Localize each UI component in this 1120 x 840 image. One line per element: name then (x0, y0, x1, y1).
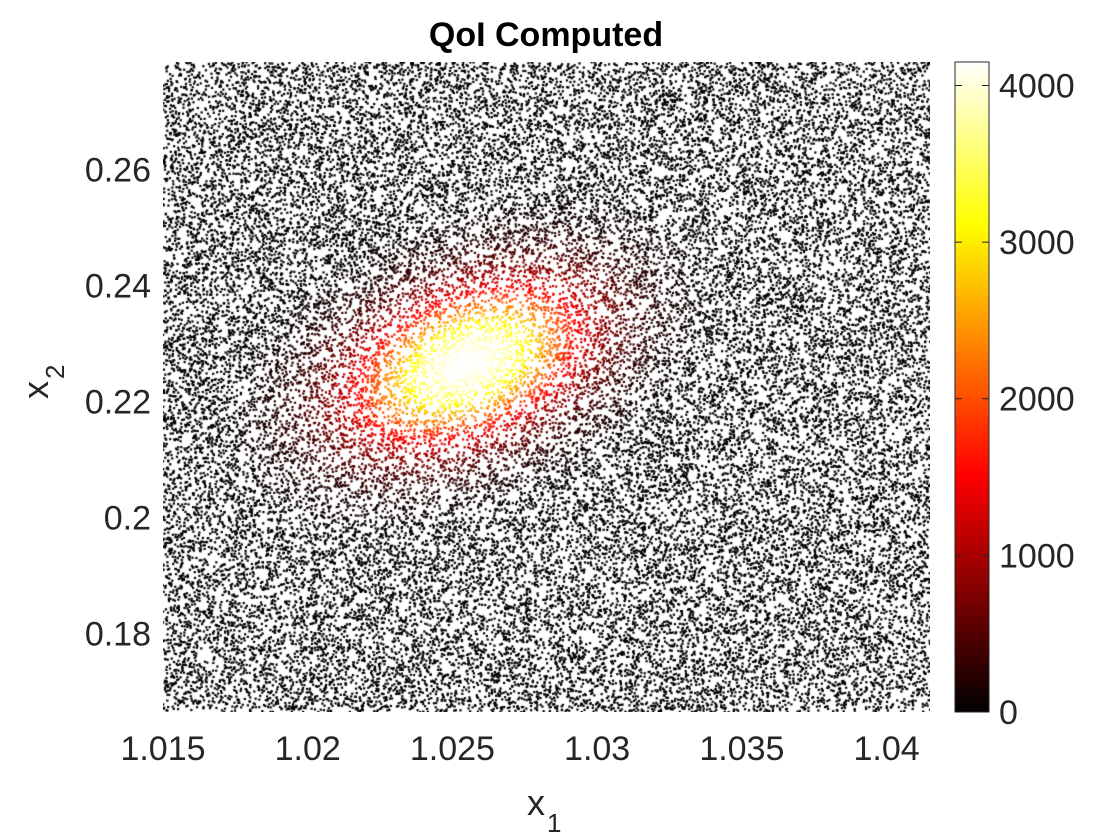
colorbar: 0 1000 2000 3000 4000 (954, 61, 1075, 732)
y-tick-label: 0.26 (85, 151, 151, 189)
x-tick-label: 1.04 (853, 730, 919, 768)
x-tick-label: 1.03 (564, 730, 630, 768)
chart-title: QoI Computed (429, 16, 663, 54)
colorbar-tick-label: 2000 (999, 381, 1075, 419)
y-tick-label: 0.2 (104, 500, 151, 538)
y-axis-label-subscript: 2 (40, 365, 70, 379)
x-tick-label: 1.015 (120, 730, 205, 768)
x-tick-label: 1.025 (410, 730, 495, 768)
scatter-points (163, 62, 930, 712)
colorbar-gradient (954, 61, 990, 713)
y-tick-label: 0.18 (85, 616, 151, 654)
x-axis: 1.015 1.02 1.025 1.03 1.035 1.04 (120, 730, 919, 768)
y-axis-label-base: x (15, 381, 56, 399)
x-axis-label: x 1 (527, 782, 561, 838)
y-axis-label: x 2 (15, 365, 70, 399)
y-tick-label: 0.22 (85, 384, 151, 422)
colorbar-ticks: 0 1000 2000 3000 4000 (955, 67, 1075, 732)
colorbar-tick-label: 1000 (999, 537, 1075, 575)
x-axis-label-base: x (527, 782, 545, 823)
colorbar-tick-label: 4000 (999, 67, 1075, 105)
x-tick-label: 1.02 (275, 730, 341, 768)
x-axis-label-subscript: 1 (547, 808, 561, 838)
y-axis: 0.18 0.2 0.22 0.24 0.26 (85, 151, 151, 653)
y-tick-label: 0.24 (85, 267, 151, 305)
x-tick-label: 1.035 (699, 730, 784, 768)
colorbar-tick-label: 0 (999, 694, 1018, 732)
colorbar-tick-label: 3000 (999, 224, 1075, 262)
